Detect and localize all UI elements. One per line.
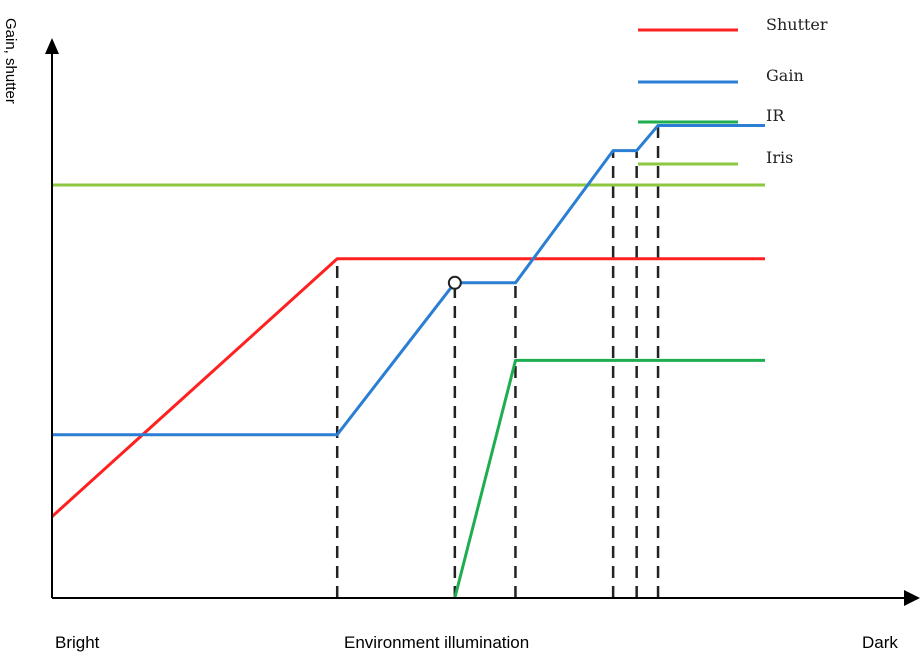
- y-axis-arrow: [45, 38, 59, 54]
- series-gain-line: [52, 124, 765, 437]
- legend-label-gain: Gain: [766, 66, 804, 85]
- legend-label-shutter: Shutter: [766, 15, 828, 34]
- legend-label-iris: Iris: [766, 148, 793, 167]
- y-axis-label: Gain, shutter: [2, 18, 19, 104]
- series-shutter-line: [50, 257, 765, 518]
- x-axis-label-bright: Bright: [55, 633, 100, 652]
- legend-label-ir: IR: [766, 106, 785, 125]
- x-axis-label-dark: Dark: [862, 633, 898, 652]
- x-axis-label: Environment illumination: [344, 633, 530, 652]
- marker-point: [447, 275, 462, 290]
- series-ir-line: [453, 358, 765, 599]
- x-axis-arrow: [904, 590, 920, 606]
